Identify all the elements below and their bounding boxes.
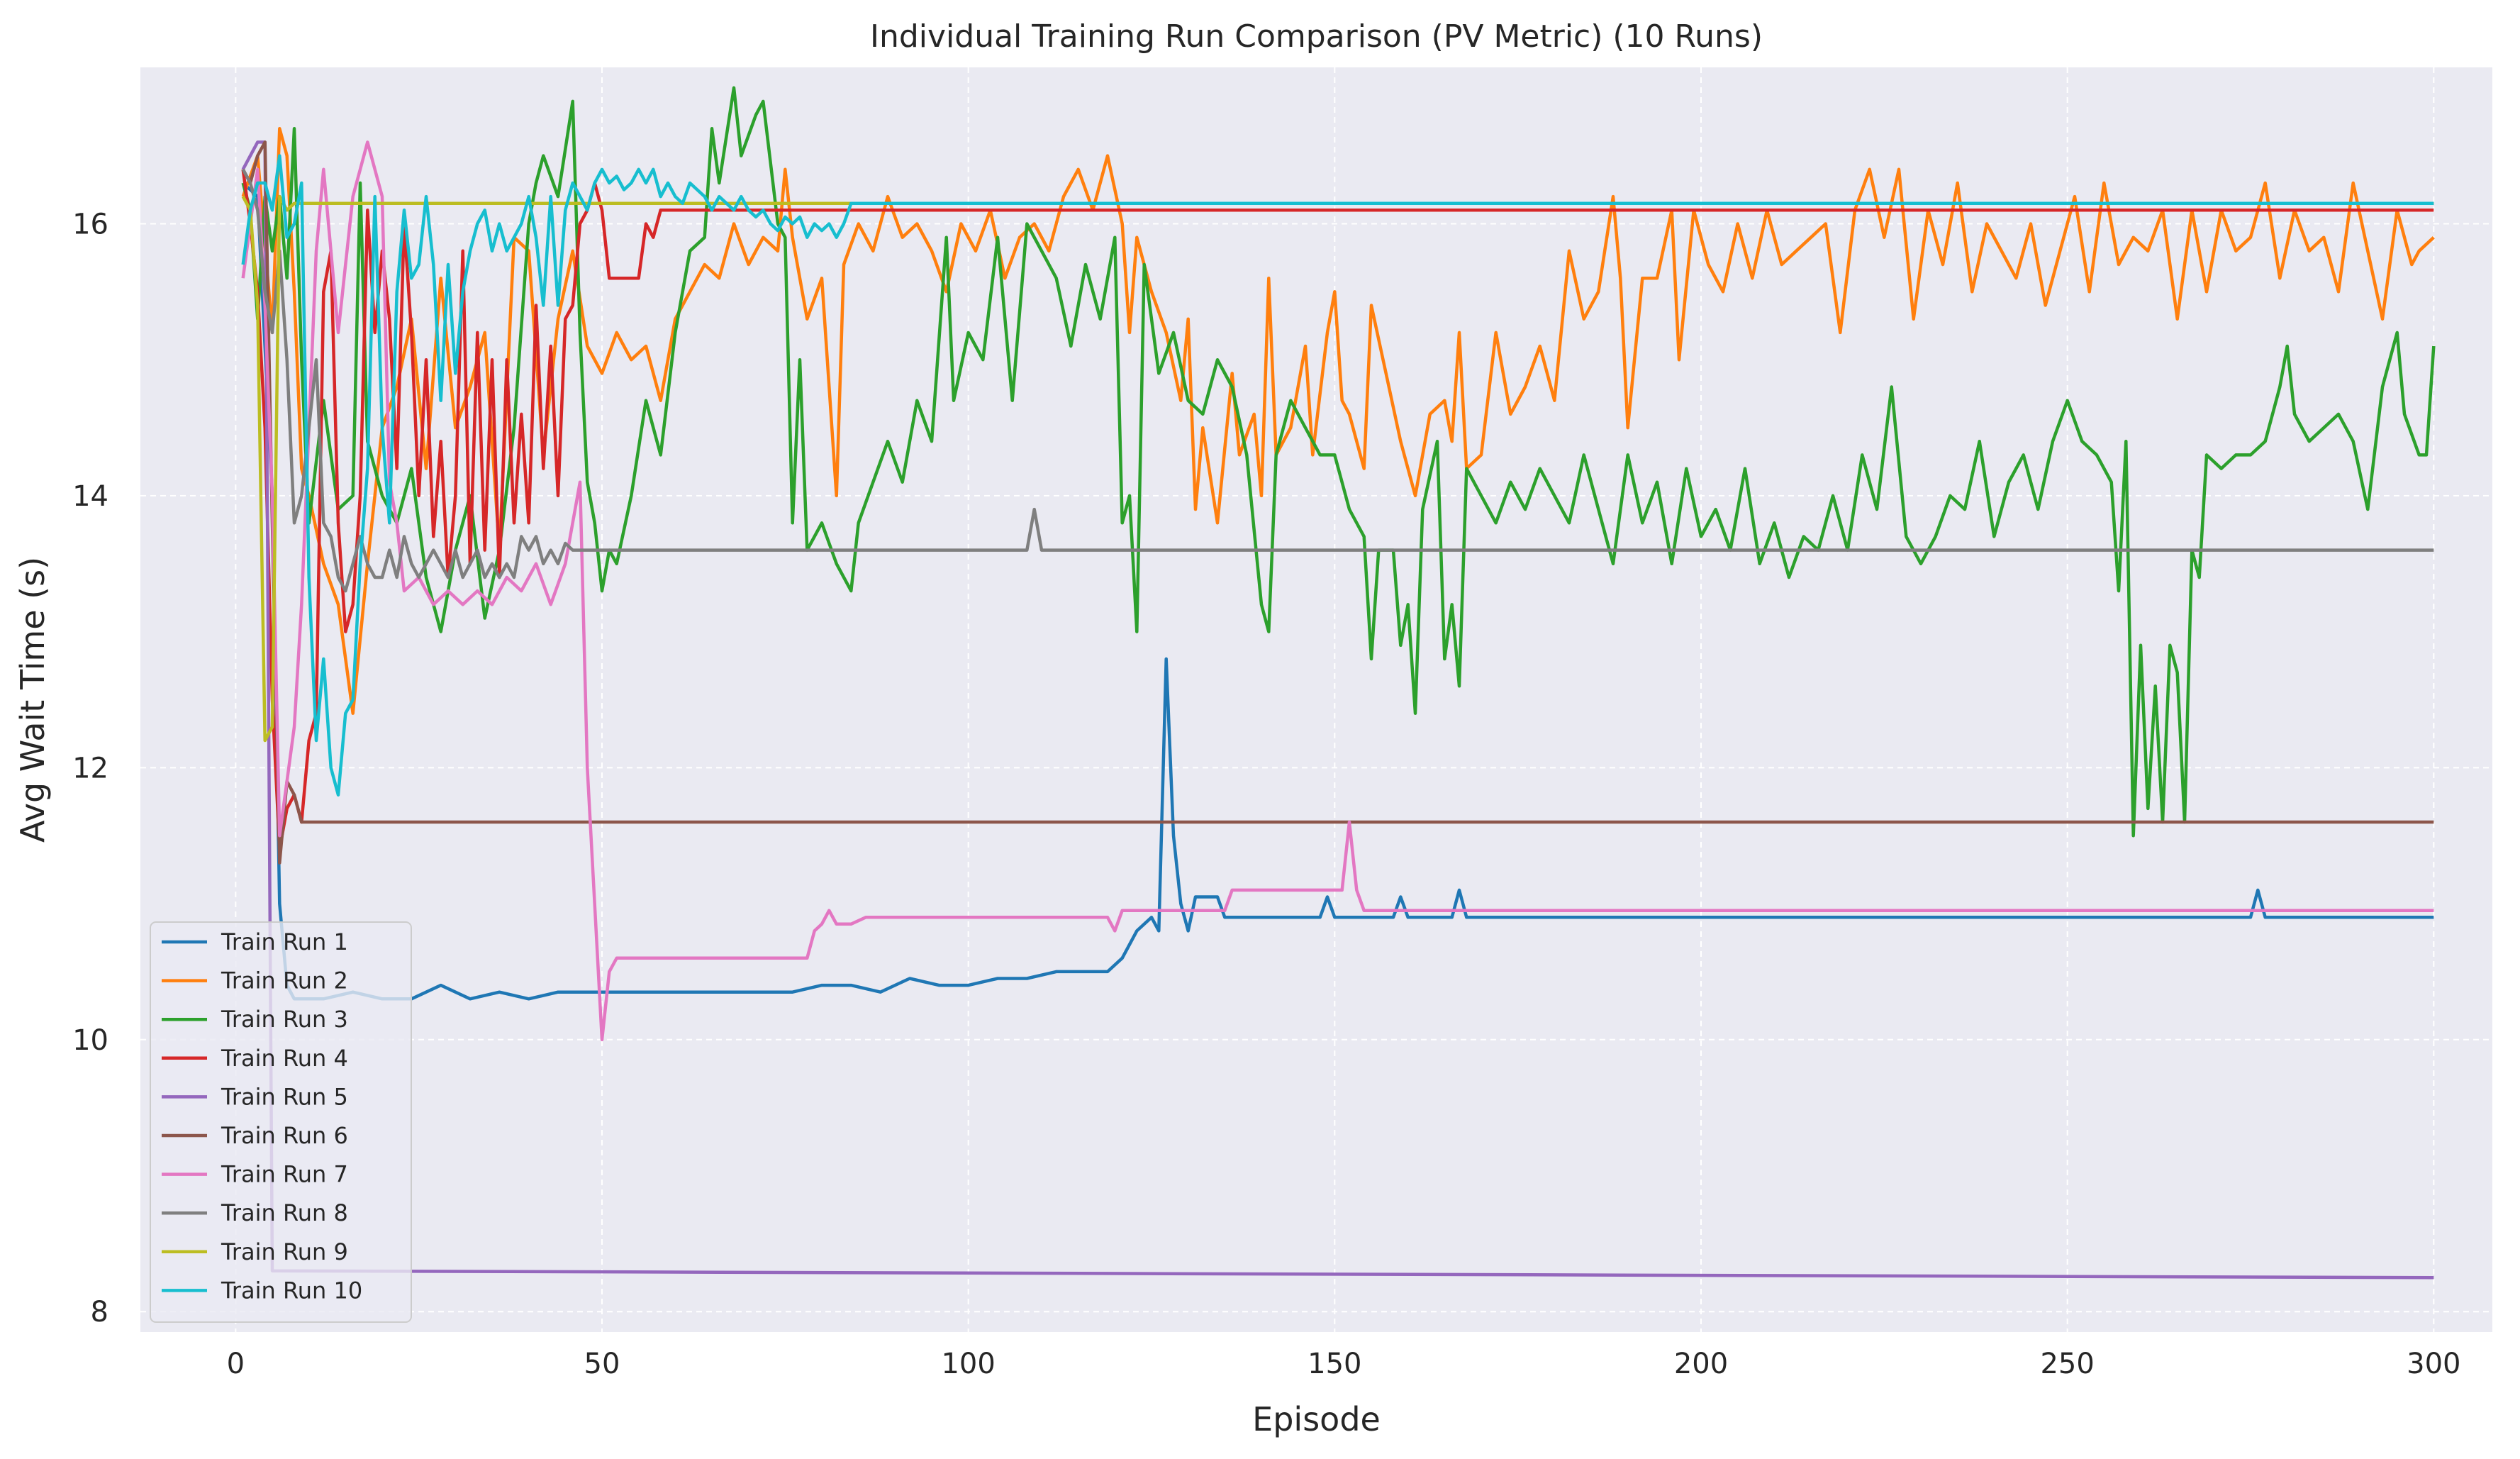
chart-title: Individual Training Run Comparison (PV M… (870, 18, 1763, 55)
legend-item-label: Train Run 3 (221, 1006, 348, 1033)
legend-item-label: Train Run 8 (221, 1199, 348, 1226)
legend-item-label: Train Run 6 (221, 1122, 348, 1149)
axis-ticks: 0 50 100 150 200 250 300 8 10 12 14 16 (72, 208, 2460, 1380)
x-tick-label: 250 (2040, 1348, 2094, 1380)
x-tick-label: 150 (1308, 1348, 1361, 1380)
legend-item-label: Train Run 7 (221, 1161, 348, 1188)
legend-item-label: Train Run 1 (221, 928, 348, 955)
series-line (241, 140, 2434, 1042)
y-tick-label: 14 (72, 480, 108, 513)
y-tick-label: 10 (72, 1024, 108, 1057)
series-line (241, 127, 2435, 715)
series-line (242, 182, 2434, 1001)
x-axis-label: Episode (1252, 1400, 1381, 1438)
legend-item-label: Train Run 5 (221, 1083, 348, 1110)
legend: Train Run 1 Train Run 2 Train Run 3 Train R… (150, 921, 412, 1323)
x-tick-label: 300 (2407, 1348, 2460, 1380)
x-tick-label: 200 (1674, 1348, 1728, 1380)
legend-item-label: Train Run 10 (221, 1277, 362, 1304)
legend-item-label: Train Run 2 (221, 967, 348, 994)
legend-item-label: Train Run 4 (221, 1045, 348, 1072)
y-axis-label: Avg Wait Time (s) (13, 557, 52, 843)
legend-item-label: Train Run 9 (221, 1238, 348, 1265)
x-tick-label: 0 (227, 1348, 245, 1380)
y-tick-label: 12 (72, 752, 108, 784)
series-line (241, 140, 2434, 1280)
y-tick-label: 16 (72, 208, 108, 240)
series-line (241, 168, 2434, 593)
x-tick-label: 50 (584, 1348, 620, 1380)
y-tick-label: 8 (91, 1296, 108, 1328)
series-line (241, 154, 2434, 797)
series-line (241, 169, 2434, 851)
plot-area (140, 67, 2492, 1332)
series-line (241, 86, 2436, 838)
legend-box (150, 921, 412, 1323)
series-line (241, 194, 2434, 743)
series-lines (241, 86, 2436, 1280)
x-tick-label: 100 (941, 1348, 995, 1380)
